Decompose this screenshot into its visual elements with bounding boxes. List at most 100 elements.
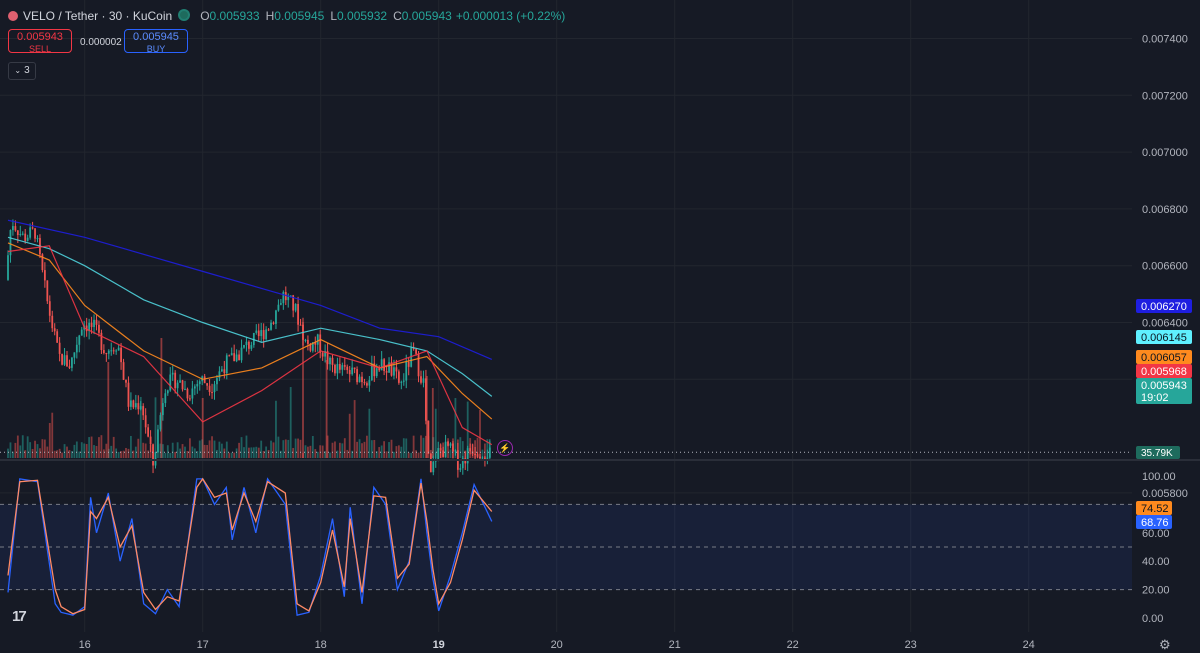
volume-bar xyxy=(147,450,150,458)
volume-bar xyxy=(358,439,361,458)
change-value: +0.000013 (+0.22%) xyxy=(455,9,566,23)
volume-bar xyxy=(134,446,137,458)
volume-bar xyxy=(21,435,24,458)
osc-tick-label: 20.00 xyxy=(1142,585,1170,597)
candle-body xyxy=(78,335,81,345)
candle-body xyxy=(184,388,186,390)
volume-bar xyxy=(476,437,479,458)
volume-bar xyxy=(447,438,449,458)
candle-body xyxy=(279,303,282,305)
volume-bar xyxy=(154,397,157,458)
candle-body xyxy=(218,371,221,379)
volume-bar xyxy=(250,447,253,458)
candle-body xyxy=(375,368,378,377)
volume-bar xyxy=(80,442,83,458)
candle-body xyxy=(429,453,432,473)
candle-body xyxy=(449,443,452,446)
moving-average-line xyxy=(7,245,493,446)
candle-body xyxy=(159,415,162,430)
indicators-toggle-button[interactable]: ⌄ 3 xyxy=(8,62,36,80)
gear-icon[interactable]: ⚙ xyxy=(1159,637,1171,652)
candle-body xyxy=(26,237,29,241)
moving-average-line xyxy=(7,242,493,420)
oscillator-axis[interactable]: 100.00 60.00 40.00 20.00 0.00 xyxy=(1142,471,1176,625)
symbol-title[interactable]: VELO / Tether · 30 · KuCoin xyxy=(23,9,173,23)
tradingview-logo-icon[interactable]: 17 xyxy=(12,608,27,625)
time-tick-label: 16 xyxy=(79,639,91,651)
candle-body xyxy=(48,301,51,316)
volume-bar xyxy=(230,452,233,458)
volume-bar xyxy=(238,442,240,458)
candle-body xyxy=(243,345,245,348)
volume-bar xyxy=(139,396,142,458)
price-axis[interactable]: 0.007400 0.007200 0.007000 0.006800 0.006600… xyxy=(1142,34,1188,500)
candle-body xyxy=(112,350,115,352)
candle-body xyxy=(240,347,243,361)
sell-label: SELL xyxy=(28,44,52,54)
candle-body xyxy=(149,436,152,445)
volume-bar xyxy=(16,435,19,458)
candle-body xyxy=(43,270,46,281)
volume-bar xyxy=(19,445,22,458)
open-value: 0.005933 xyxy=(209,9,260,23)
candle-body xyxy=(21,233,24,235)
candle-body xyxy=(294,303,297,311)
volume-bar xyxy=(53,450,56,458)
candle-body xyxy=(481,457,484,459)
volume-bar xyxy=(262,450,265,458)
candle-body xyxy=(437,448,440,460)
candle-body xyxy=(395,367,398,372)
candle-body xyxy=(80,329,83,336)
volume-bar xyxy=(93,445,95,458)
candle-body xyxy=(363,382,366,384)
volume-bar xyxy=(117,451,120,458)
candle-body xyxy=(171,372,174,375)
candle-body xyxy=(326,351,329,365)
candle-body xyxy=(95,319,98,325)
volume-bar xyxy=(385,451,388,458)
candle-body xyxy=(287,296,290,301)
high-value: 0.005945 xyxy=(274,9,325,23)
candle-body xyxy=(19,233,22,236)
candle-body xyxy=(289,295,292,297)
sell-button[interactable]: 0.005943 SELL xyxy=(8,29,72,54)
candle-body xyxy=(53,328,56,332)
candle-body xyxy=(250,345,253,349)
volume-bar xyxy=(122,450,125,458)
indicators-count: 3 xyxy=(24,65,30,76)
candle-body xyxy=(454,450,457,452)
osc-badge xyxy=(1136,501,1172,515)
candle-body xyxy=(120,347,122,363)
volume-bar xyxy=(169,452,172,458)
sell-price: 0.005943 xyxy=(17,31,63,43)
buy-price: 0.005945 xyxy=(133,31,179,43)
candle-body xyxy=(338,364,341,370)
buy-button[interactable]: 0.005945 BUY xyxy=(124,29,188,54)
price-badge-label: 0.005943 xyxy=(1141,380,1187,392)
moving-average-line xyxy=(7,219,493,360)
time-axis[interactable]: 16 17 18 19 20 21 22 23 24 xyxy=(79,639,1035,651)
candle-body xyxy=(385,371,388,373)
candle-body xyxy=(66,355,68,367)
volume-bar xyxy=(383,441,386,458)
candle-body xyxy=(213,384,216,393)
candle-body xyxy=(206,383,209,386)
volume-badge-label: 35.79K xyxy=(1141,448,1173,459)
candle-body xyxy=(166,390,169,394)
volume-bar xyxy=(112,436,115,458)
volume-bar xyxy=(225,441,228,458)
volume-bar xyxy=(336,450,339,458)
candle-body xyxy=(144,415,147,428)
candle-body xyxy=(16,230,19,236)
spread-value: 0.000002 xyxy=(80,37,122,48)
candle-body xyxy=(469,448,472,452)
candle-body xyxy=(412,347,415,350)
lightning-icon[interactable]: ⚡ xyxy=(497,440,513,456)
candle-body xyxy=(466,448,469,464)
candle-body xyxy=(415,349,417,354)
candle-body xyxy=(351,367,354,375)
volume-bar xyxy=(71,451,73,458)
volume-bar xyxy=(206,445,209,458)
candle-body xyxy=(255,330,258,333)
